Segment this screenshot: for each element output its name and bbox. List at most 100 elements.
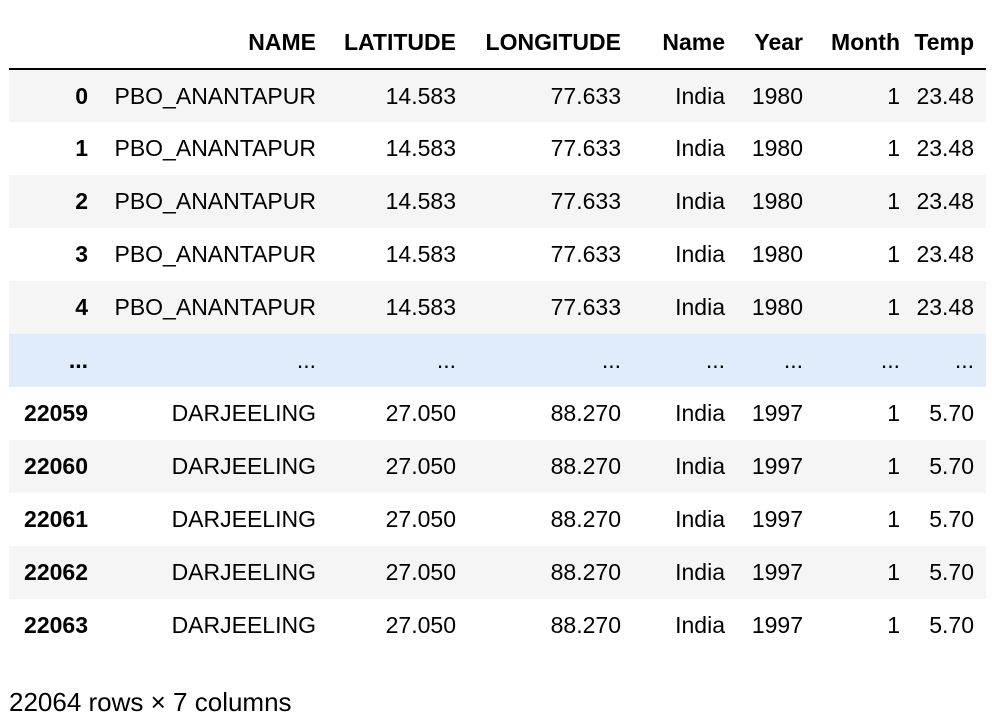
cell-year: 1980 xyxy=(751,82,803,109)
cell-year: 1997 xyxy=(751,612,803,638)
cell-longitude: 77.633 xyxy=(550,82,621,109)
cell-latitude: 27.050 xyxy=(385,453,456,479)
cell-longitude: 77.633 xyxy=(550,188,621,214)
cell-latitude: 14.583 xyxy=(385,241,456,267)
cell-name: PBO_ANANTAPUR xyxy=(114,135,316,161)
header-name: NAME xyxy=(100,17,328,70)
header-index xyxy=(9,17,100,70)
cell-month: 1 xyxy=(887,400,900,426)
table-row: 3 PBO_ANANTAPUR 14.583 77.633 India 1980 1 23.4… xyxy=(9,228,986,281)
cell-longitude: 88.270 xyxy=(550,400,621,426)
cell-latitude: 27.050 xyxy=(385,400,456,426)
ellipsis-row: ........................ xyxy=(9,334,986,387)
cell-year: 1980 xyxy=(751,188,803,214)
cell-country-name: India xyxy=(675,506,725,532)
cell-country-name: India xyxy=(675,188,725,214)
cell-name: PBO_ANANTAPUR xyxy=(114,241,316,267)
cell-longitude: 77.633 xyxy=(550,241,621,267)
cell-year: 1980 xyxy=(751,294,803,320)
header-longitude: LONGITUDE xyxy=(468,17,633,70)
row-index: 22060 xyxy=(24,453,88,479)
cell-name: DARJEELING xyxy=(171,506,316,532)
cell-year: 1997 xyxy=(751,400,803,426)
cell-longitude: 88.270 xyxy=(550,453,621,479)
table-row: 0 PBO_ANANTAPUR 14.583 77.633 India 1980 1 23.4… xyxy=(9,69,986,122)
cell-year: 1980 xyxy=(751,135,803,161)
table-row: 22061 DARJEELING 27.050 88.270 India 1997 1 5.7… xyxy=(9,493,986,546)
cell-temp: 23.48 xyxy=(916,294,974,320)
cell-latitude: 14.583 xyxy=(385,188,456,214)
header-month: Month xyxy=(815,17,912,70)
cell-temp: 23.48 xyxy=(916,188,974,214)
cell-month: 1 xyxy=(887,294,900,320)
cell-month: 1 xyxy=(887,135,900,161)
row-index: 4 xyxy=(75,294,88,320)
cell-name: ... xyxy=(296,347,316,373)
cell-month: ... xyxy=(880,347,900,373)
cell-longitude: ... xyxy=(601,347,621,373)
row-index: 1 xyxy=(75,135,88,161)
row-index: ... xyxy=(68,347,88,373)
cell-temp: ... xyxy=(954,347,974,373)
cell-month: 1 xyxy=(887,241,900,267)
header-country-name: Name xyxy=(633,17,737,70)
table-row: 22063 DARJEELING 27.050 88.270 India 1997 1 5.7… xyxy=(9,599,986,652)
row-index: 22061 xyxy=(24,506,88,532)
cell-latitude: 14.583 xyxy=(385,294,456,320)
cell-year: 1997 xyxy=(751,453,803,479)
cell-latitude: 14.583 xyxy=(385,82,456,109)
cell-temp: 23.48 xyxy=(916,241,974,267)
cell-country-name: India xyxy=(675,135,725,161)
cell-country-name: India xyxy=(675,82,725,109)
cell-temp: 5.70 xyxy=(929,559,974,585)
table-row: 2 PBO_ANANTAPUR 14.583 77.633 India 1980 1 23.4… xyxy=(9,175,986,228)
cell-latitude: ... xyxy=(436,347,456,373)
header-year: Year xyxy=(737,17,815,70)
cell-month: 1 xyxy=(887,506,900,532)
table-row: 22060 DARJEELING 27.050 88.270 India 1997 1 5.7… xyxy=(9,440,986,493)
cell-month: 1 xyxy=(887,188,900,214)
header-temp: Temp xyxy=(912,17,986,70)
cell-country-name: ... xyxy=(705,347,725,373)
table-row: 1 PBO_ANANTAPUR 14.583 77.633 India 1980 1 23.4… xyxy=(9,122,986,175)
cell-latitude: 14.583 xyxy=(385,135,456,161)
cell-longitude: 88.270 xyxy=(550,506,621,532)
cell-year: 1980 xyxy=(751,241,803,267)
cell-month: 1 xyxy=(887,559,900,585)
cell-country-name: India xyxy=(675,241,725,267)
cell-latitude: 27.050 xyxy=(385,506,456,532)
row-index: 0 xyxy=(75,82,88,109)
cell-year: 1997 xyxy=(751,559,803,585)
cell-country-name: India xyxy=(675,400,725,426)
cell-year: ... xyxy=(783,347,803,373)
cell-temp: 23.48 xyxy=(916,82,974,109)
header-row: NAME LATITUDE LONGITUDE Name Year Month … xyxy=(9,17,986,70)
cell-longitude: 88.270 xyxy=(550,612,621,638)
row-index: 22063 xyxy=(24,612,88,638)
cell-temp: 23.48 xyxy=(916,135,974,161)
row-index: 2 xyxy=(75,188,88,214)
cell-month: 1 xyxy=(887,612,900,638)
cell-longitude: 88.270 xyxy=(550,559,621,585)
cell-latitude: 27.050 xyxy=(385,612,456,638)
cell-name: PBO_ANANTAPUR xyxy=(114,294,316,320)
cell-country-name: India xyxy=(675,294,725,320)
table-row: 22059 DARJEELING 27.050 88.270 India 1997 1 5.7… xyxy=(9,387,986,440)
cell-country-name: India xyxy=(675,453,725,479)
dataframe-shape-summary: 22064 rows × 7 columns xyxy=(9,687,292,717)
cell-month: 1 xyxy=(887,453,900,479)
cell-country-name: India xyxy=(675,559,725,585)
row-index: 22062 xyxy=(24,559,88,585)
cell-temp: 5.70 xyxy=(929,612,974,638)
header-latitude: LATITUDE xyxy=(328,17,468,70)
row-index: 3 xyxy=(75,241,88,267)
cell-latitude: 27.050 xyxy=(385,559,456,585)
cell-temp: 5.70 xyxy=(929,506,974,532)
cell-name: DARJEELING xyxy=(171,400,316,426)
cell-year: 1997 xyxy=(751,506,803,532)
cell-month: 1 xyxy=(887,82,900,109)
cell-temp: 5.70 xyxy=(929,453,974,479)
cell-name: DARJEELING xyxy=(171,612,316,638)
cell-longitude: 77.633 xyxy=(550,294,621,320)
table-row: 22062 DARJEELING 27.050 88.270 India 1997 1 5.7… xyxy=(9,546,986,599)
